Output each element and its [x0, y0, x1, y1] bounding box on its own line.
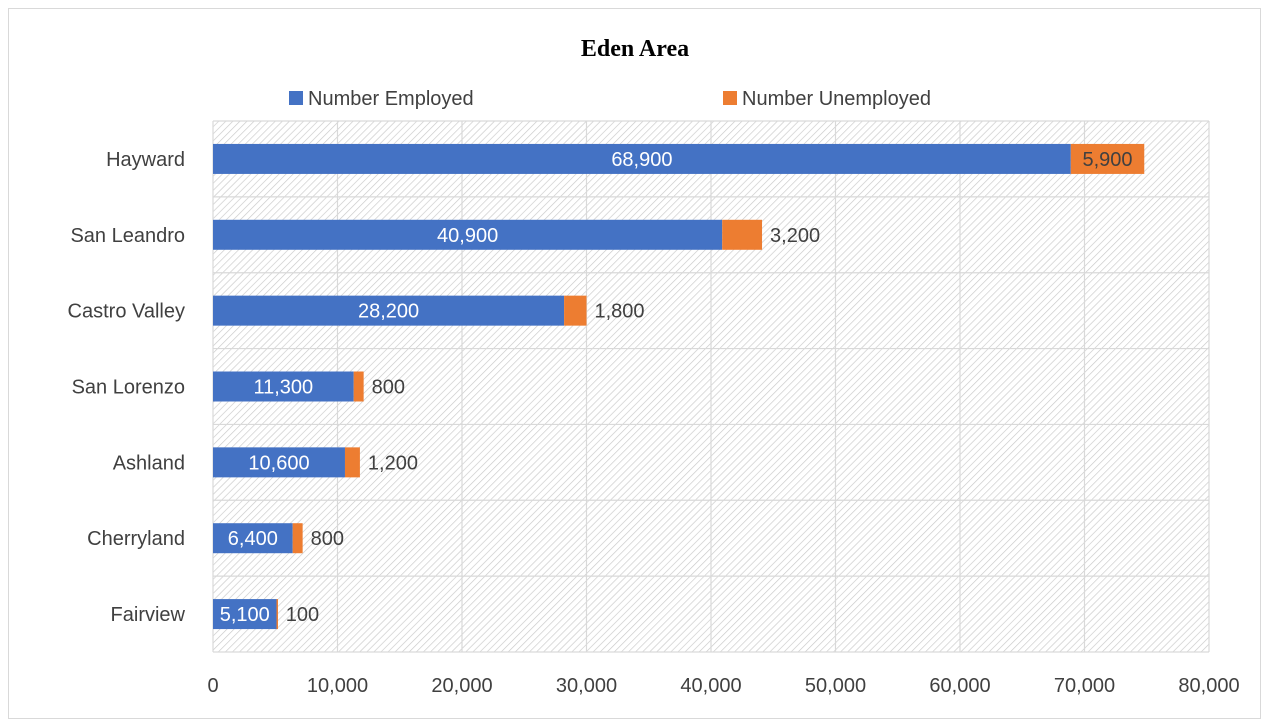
- data-label-unemployed: 800: [311, 528, 344, 550]
- bar-employed: [213, 295, 565, 326]
- data-label-unemployed: 100: [286, 604, 319, 626]
- x-tick-label: 60,000: [929, 675, 990, 697]
- bar-unemployed: [564, 295, 587, 326]
- data-label-unemployed: 1,200: [368, 452, 418, 474]
- legend: Number Employed Number Unemployed: [289, 88, 931, 110]
- bar-employed: [213, 599, 277, 630]
- x-tick-label: 50,000: [805, 675, 866, 697]
- legend-label: Number Unemployed: [742, 88, 931, 110]
- category-label: San Lorenzo: [72, 377, 185, 399]
- bar-employed: [213, 371, 354, 402]
- bar-unemployed: [276, 599, 278, 630]
- bar-unemployed: [344, 447, 360, 478]
- bar-unemployed: [1070, 143, 1145, 174]
- bar-unemployed: [722, 219, 763, 250]
- category-label: Fairview: [111, 604, 186, 626]
- x-tick-label: 30,000: [556, 675, 617, 697]
- bar-unemployed: [353, 371, 364, 402]
- data-label-unemployed: 1,800: [595, 301, 645, 323]
- x-tick-label: 40,000: [680, 675, 741, 697]
- data-label-employed: 6,400: [228, 528, 278, 550]
- x-tick-label: 80,000: [1178, 675, 1239, 697]
- data-label-employed: 5,100: [220, 604, 270, 626]
- legend-label: Number Employed: [308, 88, 474, 110]
- x-tick-label: 10,000: [307, 675, 368, 697]
- x-tick-label: 20,000: [431, 675, 492, 697]
- plot-area: 0 10,000 20,000 30,000 40,000 50,000 60,000 70,…: [68, 120, 1240, 697]
- category-label: Hayward: [106, 149, 185, 171]
- category-label: Castro Valley: [68, 301, 185, 323]
- data-label-employed: 28,200: [358, 301, 419, 323]
- category-label: Ashland: [113, 452, 185, 474]
- data-label-unemployed: 800: [372, 377, 405, 399]
- category-label: Cherryland: [87, 528, 185, 550]
- data-label-employed: 40,900: [437, 225, 498, 247]
- data-label-employed: 10,600: [248, 452, 309, 474]
- bar-employed: [213, 523, 293, 554]
- data-label-unemployed: 5,900: [1083, 149, 1133, 171]
- category-label: San Leandro: [70, 225, 185, 247]
- bar-employed: [213, 219, 723, 250]
- chart-title: Eden Area: [581, 36, 689, 62]
- legend-swatch: [723, 91, 737, 105]
- bar-employed: [213, 143, 1071, 174]
- x-tick-label: 0: [207, 675, 218, 697]
- bar-unemployed: [292, 523, 303, 554]
- x-tick-label: 70,000: [1054, 675, 1115, 697]
- data-label-employed: 11,300: [253, 377, 313, 399]
- data-label-employed: 68,900: [611, 149, 672, 171]
- data-label-unemployed: 3,200: [770, 225, 820, 247]
- legend-swatch: [289, 91, 303, 105]
- bar-employed: [213, 447, 345, 478]
